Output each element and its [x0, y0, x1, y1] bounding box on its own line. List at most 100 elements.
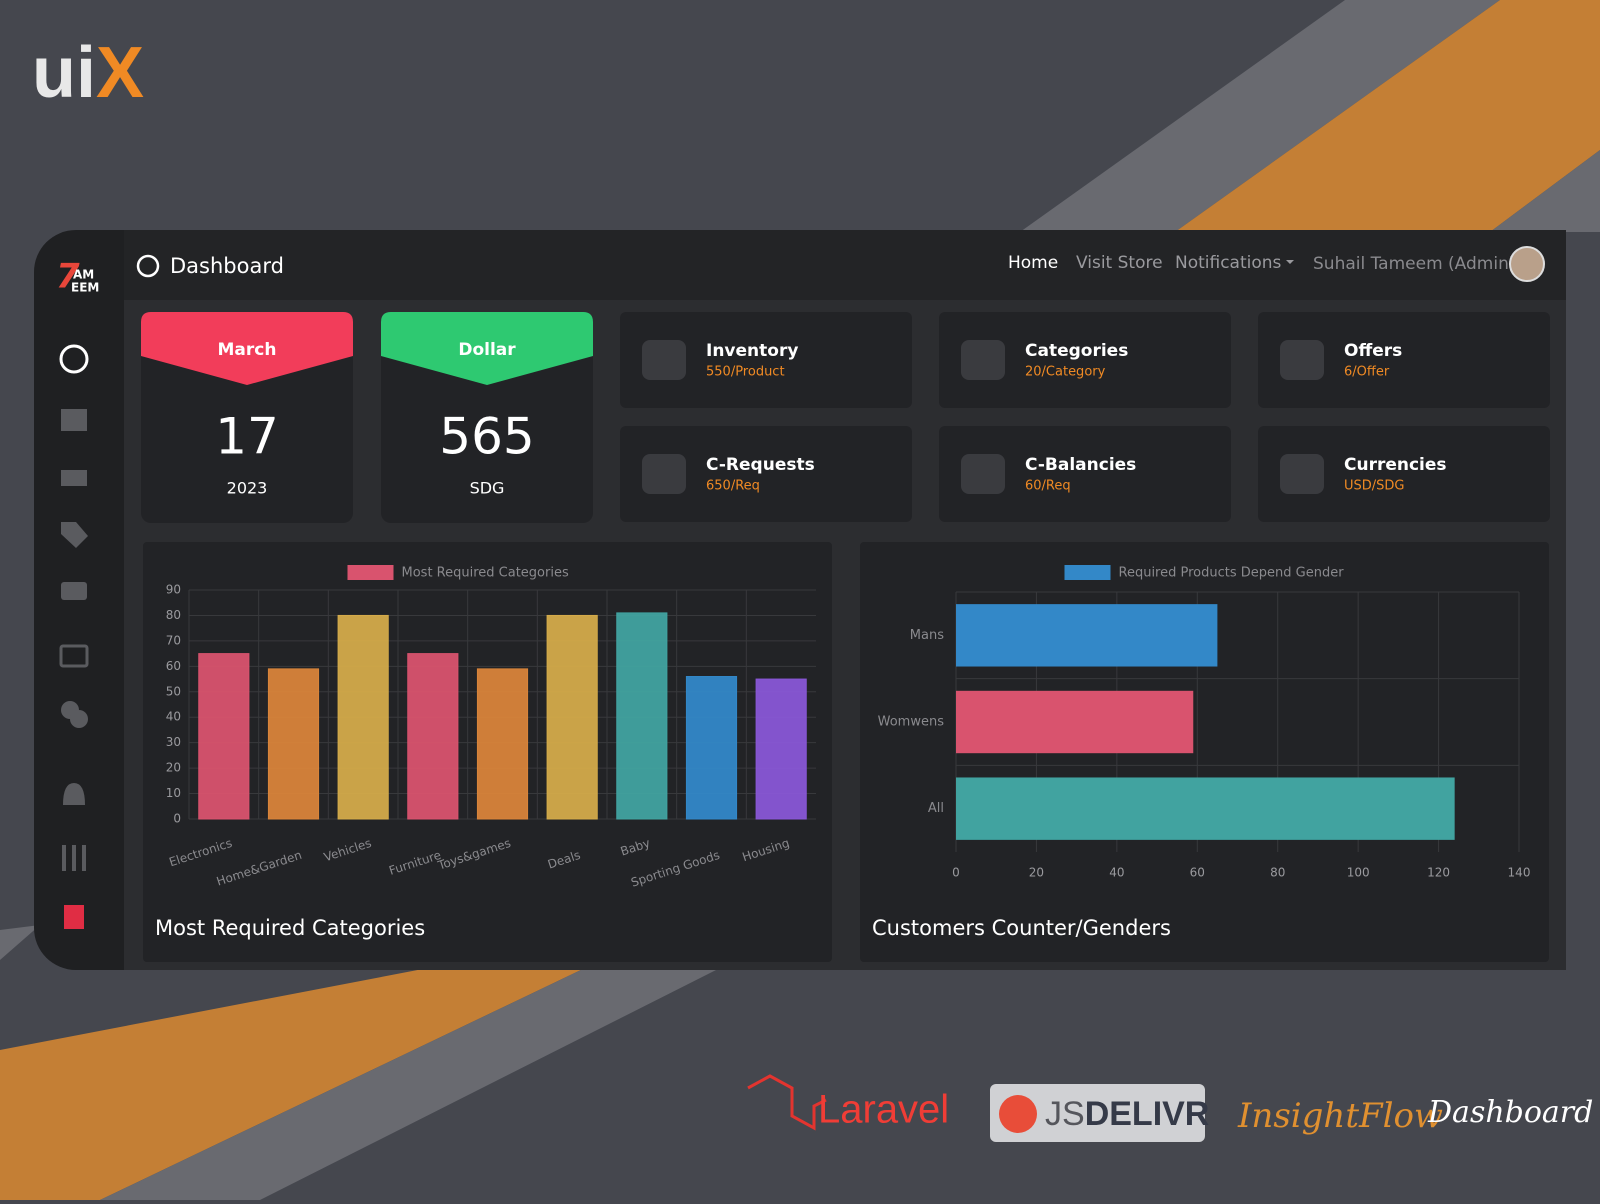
bar	[407, 653, 459, 820]
icon-categories[interactable]	[61, 470, 87, 486]
tile-title: Currencies	[1344, 455, 1447, 475]
logo-part: ui	[32, 33, 96, 113]
nav-link[interactable]: Home	[1008, 253, 1058, 273]
card-ribbon	[381, 312, 593, 385]
logo-part: X	[96, 33, 144, 113]
card-sub: 2023	[227, 479, 268, 498]
jsdelivr-icon	[999, 1095, 1037, 1133]
tile-icon	[642, 454, 686, 494]
x-tick-label: 140	[1508, 866, 1531, 880]
page-title: Dashboard	[170, 254, 284, 278]
tile-title: Categories	[1025, 341, 1128, 361]
bar	[267, 668, 320, 820]
x-tick-label: 80	[1270, 866, 1285, 880]
icon-logout[interactable]	[64, 905, 84, 929]
tile-icon	[1280, 340, 1324, 380]
dropdown-caret	[1286, 260, 1294, 264]
header-icon	[136, 254, 160, 278]
brand-text: EEM	[71, 281, 99, 295]
tile-sub: 550/Product	[706, 365, 785, 380]
jsdelivr-part: JS	[1045, 1095, 1085, 1133]
tile-icon	[961, 454, 1005, 494]
chart: Most Required Categories 0 10 20 30 40 50 60 70 8…	[143, 542, 832, 962]
chart: Required Products Depend Gender 0 20 40 60 80…	[860, 542, 1549, 962]
cards: March 17 2023 Dollar 565 SDG	[141, 312, 593, 523]
jsdelivr-badge	[990, 1084, 1205, 1142]
laravel-text: Laravel	[818, 1088, 949, 1132]
bar	[546, 614, 598, 820]
brand-mark: 7	[56, 257, 80, 297]
card-label: Dollar	[458, 340, 516, 360]
x-tick-label: 0	[952, 866, 960, 880]
legend-swatch	[1064, 565, 1111, 580]
stripe	[1020, 0, 1500, 232]
x-tick-label: 60	[1190, 866, 1205, 880]
card-value: 565	[439, 408, 534, 466]
y-tick-label: 30	[166, 735, 181, 749]
tile-title: Offers	[1344, 341, 1402, 361]
user-name[interactable]: Suhail Tameem (Admin)	[1313, 254, 1515, 274]
icon-requests[interactable]	[61, 582, 87, 600]
laravel-icon	[747, 1074, 827, 1131]
card-value: 17	[215, 408, 279, 466]
topbar	[124, 230, 1566, 300]
x-tick-label: 40	[1109, 866, 1124, 880]
icon-settings[interactable]	[62, 845, 66, 871]
y-tick-label: 90	[166, 583, 181, 597]
bar	[685, 676, 738, 820]
icon-currency[interactable]	[70, 710, 88, 728]
x-tick-label: 20	[1029, 866, 1044, 880]
icon-offers[interactable]	[61, 522, 88, 548]
bar	[956, 777, 1455, 840]
icon-settings[interactable]	[82, 845, 86, 871]
bar	[755, 678, 807, 820]
y-tick-label: Mans	[910, 628, 944, 643]
insight-text: InsightFlow	[1237, 1096, 1443, 1136]
jsdelivr-text: JSDELIVR	[1045, 1095, 1209, 1133]
y-tick-label: 70	[166, 633, 181, 647]
y-tick-label: 50	[166, 684, 181, 698]
x-tick-label: 100	[1347, 866, 1370, 880]
sidebar-icons	[59, 344, 89, 929]
card-ribbon	[141, 312, 353, 385]
legend-swatch	[347, 565, 394, 580]
legend-label: Most Required Categories	[402, 566, 569, 581]
y-tick-label: 60	[166, 659, 181, 673]
bar	[337, 614, 389, 820]
y-tick-label: 80	[166, 608, 181, 622]
nav-link[interactable]: Visit Store	[1076, 253, 1163, 273]
tile	[939, 312, 1231, 408]
stripe	[0, 925, 40, 960]
nav-link[interactable]: Notifications	[1175, 253, 1282, 273]
icon-dashboard[interactable]	[59, 344, 89, 374]
y-tick-label: 40	[166, 710, 181, 724]
tile	[1258, 312, 1550, 408]
tile-sub: USD/SDG	[1344, 479, 1405, 494]
bar	[476, 668, 529, 820]
y-tick-label: 0	[173, 812, 181, 826]
tiles: Inventory 550/Product Categories 20/Categor…	[620, 312, 1550, 522]
tile-icon	[642, 340, 686, 380]
legend-label: Required Products Depend Gender	[1119, 566, 1345, 581]
chart-title: Most Required Categories	[155, 916, 425, 940]
tile-title: Inventory	[706, 341, 798, 361]
tile-title: C-Balancies	[1025, 455, 1136, 475]
y-tick-label: 10	[166, 786, 181, 800]
brand-text: AM	[73, 268, 94, 282]
chart-title: Customers Counter/Genders	[872, 916, 1171, 940]
icon-bell[interactable]	[63, 783, 85, 805]
icon-inventory[interactable]	[61, 409, 87, 431]
tile-sub: 20/Category	[1025, 365, 1106, 380]
avatar[interactable]	[1509, 246, 1545, 282]
dashboard-text: Dashboard	[1427, 1095, 1593, 1130]
charts: Most Required Categories 0 10 20 30 40 50 60 70 8…	[143, 542, 1549, 962]
y-tick-label: Womwens	[878, 715, 945, 730]
tile	[620, 426, 912, 522]
icon-balance[interactable]	[59, 644, 89, 668]
y-tick-label: 20	[166, 761, 181, 775]
tile-icon	[961, 340, 1005, 380]
icon-settings[interactable]	[72, 845, 76, 871]
logo: uiX	[32, 33, 144, 113]
